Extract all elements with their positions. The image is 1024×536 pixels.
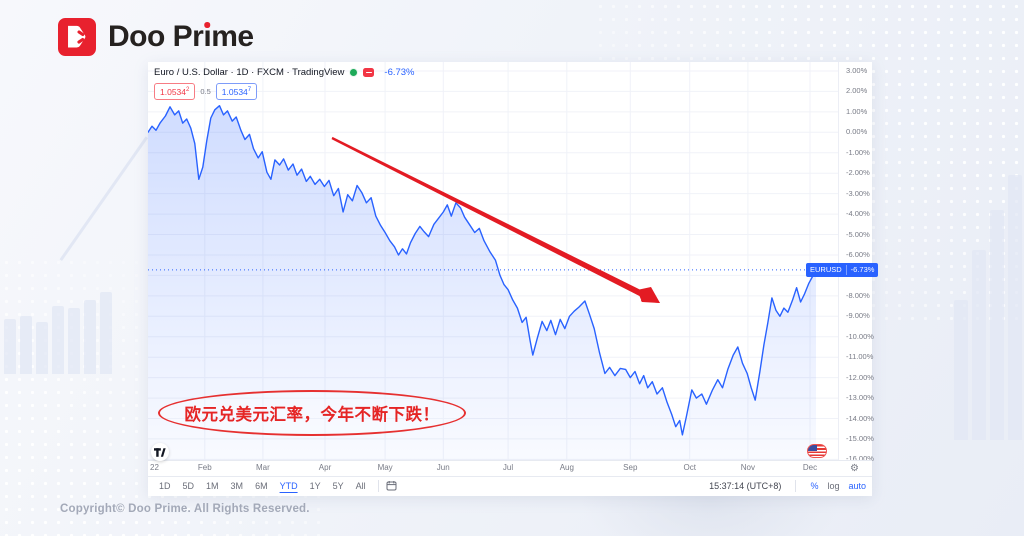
auto-scale-button[interactable]: auto [848, 480, 866, 491]
price-label-value: -6.73% [850, 264, 875, 274]
ytd-change-percent: -6.73% [384, 67, 415, 78]
y-axis-label: 0.00% [846, 127, 868, 137]
range-button-5y[interactable]: 5Y [328, 479, 349, 493]
range-button-3m[interactable]: 3M [226, 479, 249, 493]
doo-prime-logo: Doo Prıme [58, 18, 254, 56]
calendar-icon[interactable] [386, 480, 397, 491]
range-button-1m[interactable]: 1M [201, 479, 224, 493]
current-price-label: EURUSD -6.73% [806, 262, 879, 277]
annotation-oval: 欧元兑美元汇率，今年不断下跌！ [158, 390, 466, 436]
y-axis-label: -12.00% [846, 372, 874, 382]
price-axis[interactable]: 3.00% 2.00% 1.00% 0.00% -1.00% -2.00% -3.00% -4… [838, 62, 874, 464]
y-axis-label: 2.00% [846, 86, 868, 96]
buy-price-button[interactable]: 1.05347 [215, 83, 258, 100]
log-scale-button[interactable]: log [827, 480, 840, 491]
y-axis-label: -14.00% [846, 413, 874, 423]
x-axis-label: Aug [559, 463, 574, 472]
bg-trend-line-decoration [59, 136, 149, 261]
scale-controls-group: 15:37:14 (UTC+8) % log auto [709, 479, 866, 492]
y-axis-label: -5.00% [846, 229, 870, 239]
copyright-text: Copyright© Doo Prime. All Rights Reserve… [60, 503, 310, 515]
x-axis-label: Oct [683, 463, 696, 472]
x-axis-label: Sep [623, 463, 638, 472]
annotation-text: 欧元兑美元汇率，今年不断下跌！ [184, 406, 440, 424]
range-button-1y[interactable]: 1Y [305, 479, 326, 493]
y-axis-label: -2.00% [846, 168, 870, 178]
y-axis-label: 1.00% [846, 106, 868, 116]
x-axis-label: May [377, 463, 393, 472]
range-button-all[interactable]: All [351, 479, 371, 493]
y-axis-label: -10.00% [846, 331, 874, 341]
bg-bar-decoration-left [4, 292, 112, 374]
y-axis-label: -8.00% [846, 290, 870, 300]
y-axis-label: -11.00% [846, 352, 874, 362]
range-button-6m[interactable]: 6M [250, 479, 273, 493]
chart-toolbar: 1D 5D 1M 3M 6M YTD 1Y 5Y All 15:37:14 (UTC+8) % … [148, 475, 872, 496]
y-axis-label: -4.00% [846, 209, 870, 219]
gear-icon[interactable]: ⚙ [850, 463, 859, 474]
chart-header: Euro / U.S. Dollar · 1D · FXCM · Trading… [154, 67, 415, 100]
y-axis-label: -13.00% [846, 393, 874, 403]
x-axis-label: Mar [256, 463, 270, 472]
symbol-title[interactable]: Euro / U.S. Dollar · 1D · FXCM · Trading… [154, 67, 345, 78]
y-axis-label: 3.00% [846, 65, 868, 75]
clock-utc[interactable]: 15:37:14 (UTC+8) [709, 480, 782, 491]
y-axis-label: -1.00% [846, 147, 870, 157]
market-alert-minus-icon[interactable] [363, 68, 375, 77]
percent-scale-button[interactable]: % [810, 480, 819, 491]
market-status-green-dot-icon[interactable] [350, 69, 358, 76]
x-axis-label: Feb [197, 463, 212, 472]
range-buttons-group: 1D 5D 1M 3M 6M YTD 1Y 5Y All [154, 479, 397, 493]
y-axis-label: -15.00% [846, 433, 874, 443]
range-button-ytd[interactable]: YTD [275, 479, 303, 493]
toolbar-divider [795, 479, 797, 492]
doo-prime-wordmark: Doo Prıme [108, 20, 254, 53]
y-axis-label: -16.00% [846, 454, 874, 464]
us-flag-icon[interactable] [807, 444, 827, 458]
range-button-5d[interactable]: 5D [178, 479, 200, 493]
time-axis[interactable]: ⚙ 22 Feb Mar Apr May Jun Jul Aug Sep Oct Nov Dec [148, 460, 872, 477]
x-axis-label: Apr [318, 463, 332, 472]
range-button-1d[interactable]: 1D [154, 479, 176, 493]
logo-red-i-dot: ı [203, 20, 212, 53]
x-axis-label: Dec [802, 463, 818, 472]
y-axis-label: -9.00% [846, 311, 870, 321]
toolbar-divider [377, 479, 379, 492]
price-label-symbol: EURUSD [810, 264, 842, 274]
sell-price-button[interactable]: 1.05342 [154, 83, 196, 100]
spread-value: 0.5 [200, 86, 211, 96]
doo-prime-logo-icon [58, 18, 96, 56]
x-axis-label: 22 [150, 463, 159, 472]
x-axis-label: Nov [740, 463, 755, 472]
x-axis-label: Jun [436, 463, 450, 472]
y-axis-label: -3.00% [846, 188, 870, 198]
y-axis-label: -6.00% [846, 249, 870, 259]
bg-bar-decoration-right [954, 175, 1022, 440]
x-axis-label: Jul [502, 463, 514, 472]
tradingview-logo-icon[interactable] [151, 443, 169, 461]
